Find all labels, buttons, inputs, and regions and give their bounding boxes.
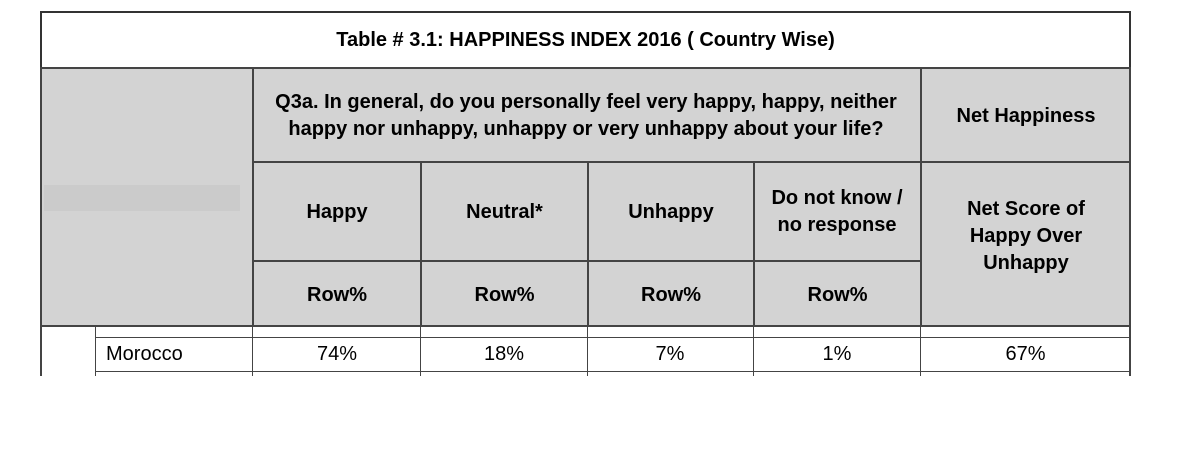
- net-cell: 67%: [1005, 343, 1046, 365]
- row-divider: [95, 371, 1131, 372]
- header-divider: [252, 161, 1131, 163]
- net-happiness-header: Net Happiness: [956, 104, 1096, 127]
- row-divider: [95, 326, 96, 376]
- row-pct-label: Row%: [307, 283, 367, 306]
- row-divider: [753, 326, 754, 376]
- column-header-happy: Happy: [306, 200, 368, 223]
- column-header-neutral: Neutral*: [466, 200, 543, 223]
- header-divider: [753, 162, 755, 327]
- row-divider: [587, 326, 588, 376]
- question-header: Q3a. In general, do you personally feel …: [275, 91, 897, 140]
- row-pct-label: Row%: [807, 283, 868, 306]
- header-divider: [420, 162, 422, 327]
- column-header-dk: Do not know / no response: [771, 187, 903, 236]
- dk-cell: 1%: [822, 343, 852, 365]
- row-pct-label: Row%: [474, 283, 535, 306]
- column-header-unhappy: Unhappy: [628, 200, 714, 223]
- row-divider: [252, 326, 253, 376]
- table-border-left: [40, 326, 42, 376]
- row-divider: [920, 326, 921, 376]
- header-divider: [920, 67, 922, 327]
- header-divider: [252, 67, 254, 327]
- row-pct-label: Row%: [641, 283, 701, 306]
- header-divider: [587, 162, 589, 327]
- row-divider: [95, 337, 1131, 338]
- table-border-right: [1129, 326, 1131, 376]
- table-title: Table # 3.1: HAPPINESS INDEX 2016 ( Coun…: [40, 11, 1131, 68]
- country-cell: Morocco: [106, 343, 183, 365]
- unhappy-cell: 7%: [655, 343, 685, 365]
- happy-cell: 74%: [316, 343, 358, 365]
- header-shading: [44, 185, 240, 211]
- header-divider: [252, 260, 922, 262]
- row-divider: [420, 326, 421, 376]
- table-row: Morocco 74% 18% 7% 1% 67%: [96, 338, 1130, 371]
- net-score-header: Net Score of Happy Over Unhappy: [967, 198, 1085, 274]
- neutral-cell: 18%: [483, 343, 525, 365]
